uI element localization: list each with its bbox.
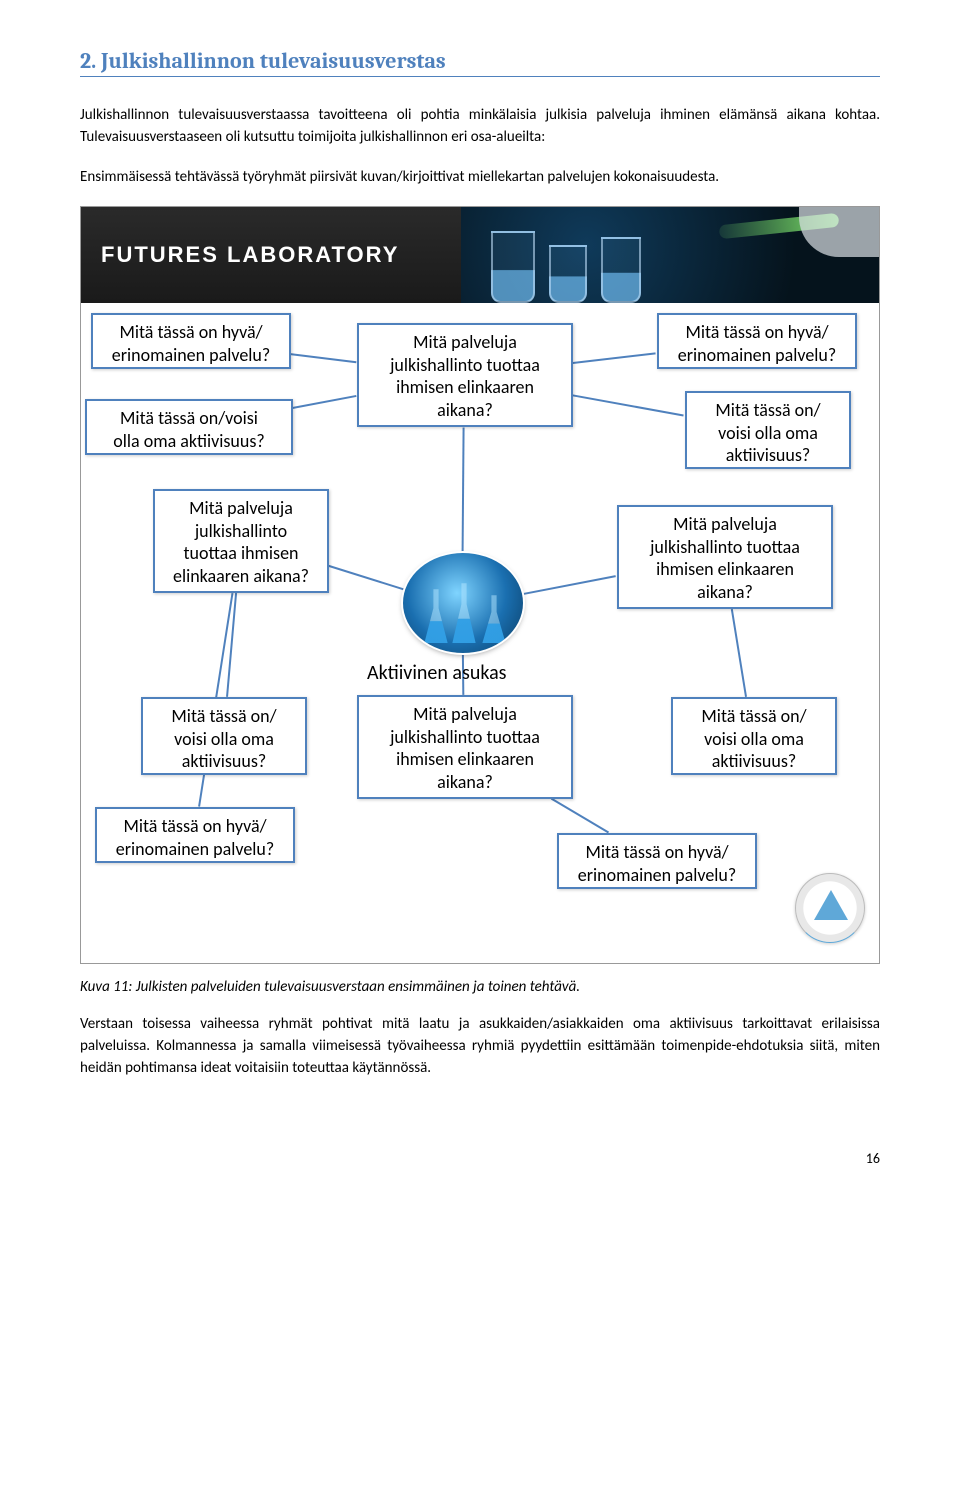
diagram-node: Mitä tässä on hyvä/erinomainen palvelu? (657, 313, 857, 369)
diagram-node: Mitä tässä on/voisi olla omaaktiivisuus? (671, 697, 837, 775)
diagram-node: Mitä palvelujajulkishallinto tuottaaihmi… (617, 505, 833, 609)
paragraph-1: Julkishallinnon tulevaisuusverstaassa ta… (80, 105, 880, 149)
diagram-node: Mitä palvelujajulkishallinto tuottaaihmi… (357, 695, 573, 799)
paragraph-3: Verstaan toisessa vaiheessa ryhmät pohti… (80, 1014, 880, 1079)
paragraph-2: Ensimmäisessä tehtävässä työryhmät piirs… (80, 167, 880, 189)
diagram-node: Mitä tässä on hyvä/erinomainen palvelu? (557, 833, 757, 889)
diagram-header: FUTURES LABORATORY (81, 207, 879, 303)
diagram-header-title: FUTURES LABORATORY (81, 207, 461, 303)
diagram-node: Mitä tässä on/voisi olla omaaktiivisuus? (685, 391, 851, 469)
diagram-node: Mitä tässä on/voisiolla oma aktiivisuus? (85, 399, 293, 455)
diagram-node: Mitä tässä on hyvä/erinomainen palvelu? (95, 807, 295, 863)
diagram-node: Mitä tässä on hyvä/erinomainen palvelu? (91, 313, 291, 369)
section-heading: 2. Julkishallinnon tulevaisuusverstas (80, 48, 880, 77)
figure-caption: Kuva 11: Julkisten palveluiden tulevaisu… (80, 978, 880, 996)
diagram-node: Mitä palvelujajulkishallinto tuottaaihmi… (357, 323, 573, 427)
diagram-figure: FUTURES LABORATORY Aktiivinen asukas Mitä… (80, 206, 880, 964)
diagram-node: Mitä tässä on/voisi olla omaaktiivisuus? (141, 697, 307, 775)
seal-icon (795, 873, 865, 943)
diagram-header-photo (461, 207, 879, 303)
center-node-label: Aktiivinen asukas (367, 661, 506, 685)
diagram-node: Mitä palvelujajulkishallintotuottaa ihmi… (153, 489, 329, 593)
page-number: 16 (80, 1150, 880, 1167)
diagram-body: Aktiivinen asukas Mitä tässä on hyvä/erin… (81, 303, 879, 963)
center-node-icon (403, 553, 523, 653)
